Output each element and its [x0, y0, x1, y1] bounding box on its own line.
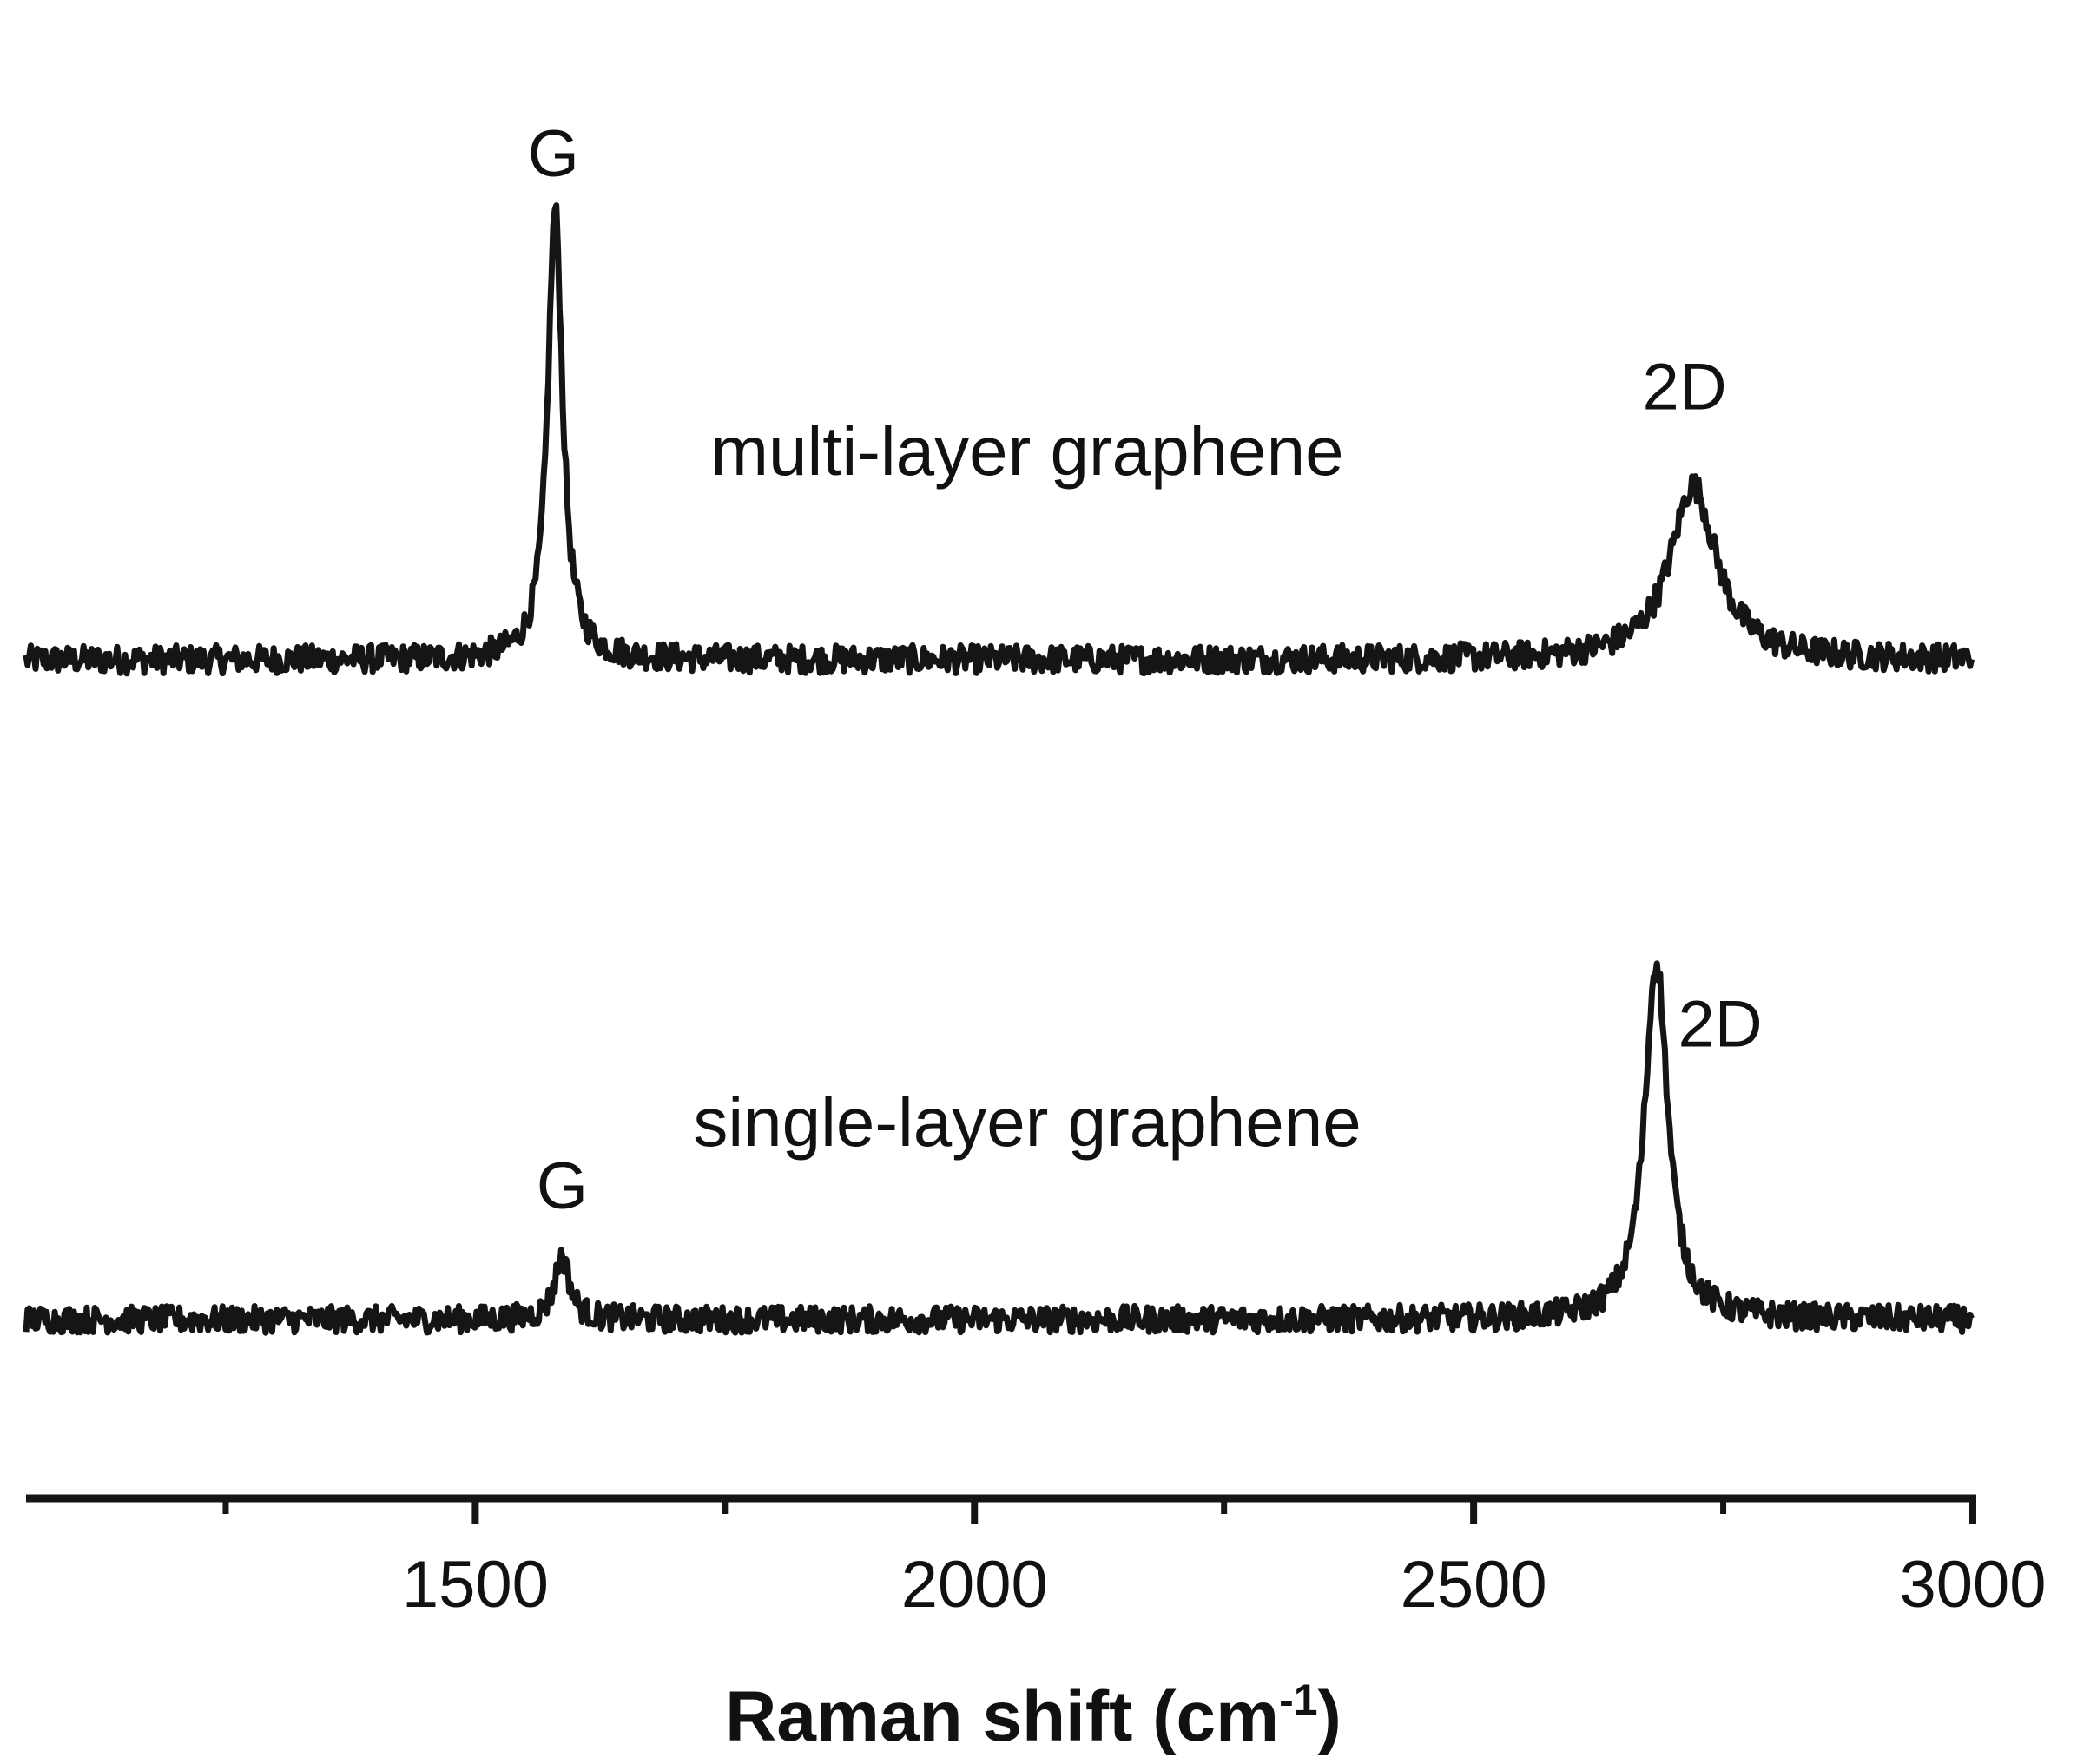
peak-label-layer: G 2D G 2D — [528, 117, 1763, 1223]
series-label-multi-layer-graphene: multi-layer graphene — [710, 412, 1343, 490]
peak-label-2d-single-layer-graphene: 2D — [1678, 988, 1763, 1062]
series-layer — [23, 202, 1975, 1336]
series-label-layer: multi-layer graphene single-layer graphen… — [693, 412, 1361, 1161]
x-axis-title: Raman shift (cm-1) — [725, 1675, 1342, 1756]
series-label-single-layer-graphene: single-layer graphene — [693, 1083, 1361, 1161]
x-tick-label-1500: 1500 — [402, 1548, 549, 1622]
series-line-multi-layer-graphene — [23, 202, 1975, 677]
peak-label-2d-multi-layer-graphene: 2D — [1642, 350, 1726, 424]
x-tick-label-2000: 2000 — [901, 1548, 1048, 1622]
x-tick-label-3000: 3000 — [1899, 1548, 2046, 1622]
series-line-single-layer-graphene — [23, 960, 1975, 1336]
x-axis: 1500 2000 2500 3000 — [26, 1494, 2047, 1622]
peak-label-g-single-layer-graphene: G — [537, 1149, 588, 1223]
peak-label-g-multi-layer-graphene: G — [528, 117, 579, 191]
x-tick-label-2500: 2500 — [1401, 1548, 1547, 1622]
